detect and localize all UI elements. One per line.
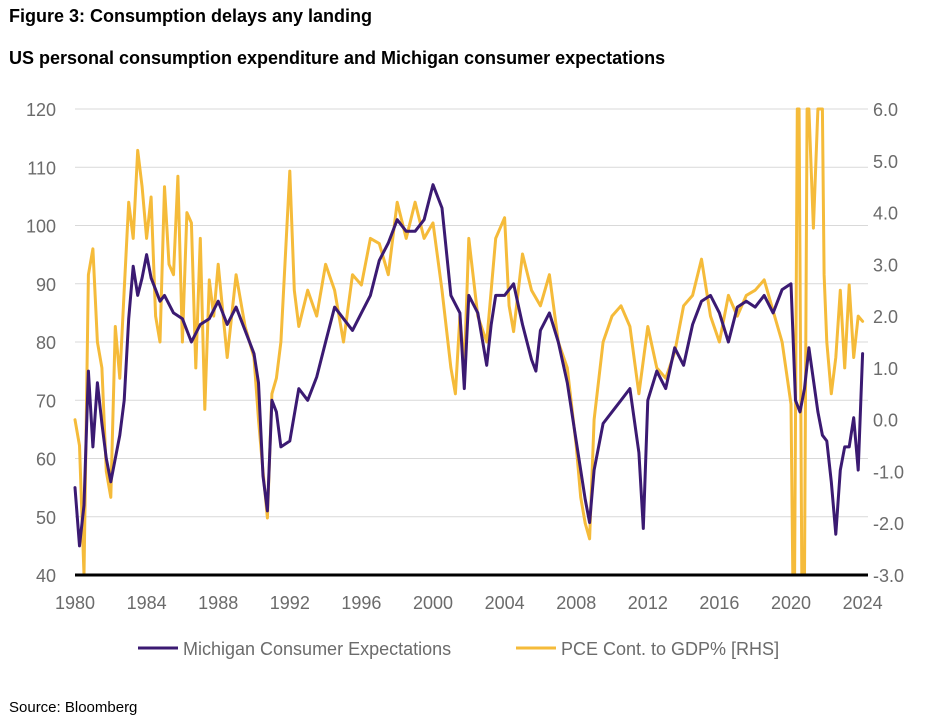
series-line-michigan — [73, 183, 865, 548]
left-axis-tick-label: 100 — [26, 217, 56, 237]
right-axis-tick-label: 4.0 — [873, 204, 898, 224]
right-axis-tick-label: -3.0 — [873, 566, 904, 586]
source-note: Source: Bloomberg — [9, 699, 138, 716]
x-axis-tick-label: 2024 — [843, 593, 883, 613]
x-axis-tick-label: 1980 — [55, 593, 95, 613]
left-axis-tick-label: 40 — [36, 566, 56, 586]
right-axis-tick-label: -1.0 — [873, 462, 904, 482]
left-axis-tick-label: 70 — [36, 391, 56, 411]
x-axis-tick-label: 2004 — [485, 593, 525, 613]
series-lines — [73, 107, 865, 577]
right-axis-tick-label: -2.0 — [873, 514, 904, 534]
x-axis-tick-label: 2016 — [699, 593, 739, 613]
left-axis-tick-label: 60 — [36, 450, 56, 470]
x-axis-tick-label: 1984 — [127, 593, 167, 613]
series-line-pce — [73, 107, 865, 577]
right-axis-tick-label: 6.0 — [873, 100, 898, 120]
gridlines — [75, 108, 868, 518]
right-axis-tick-labels: -3.0 -2.0 -1.0 0.0 1.0 2.0 3.0 4.0 5.0 6.0 — [873, 100, 904, 586]
x-axis-tick-label: 2020 — [771, 593, 811, 613]
x-axis-tick-labels: 1980 1984 1988 1992 1996 2000 2004 2008 2012 2016… — [55, 593, 883, 613]
figure-title: Figure 3: Consumption delays any landing — [9, 6, 373, 26]
figure-subtitle: US personal consumption expenditure and … — [9, 48, 666, 68]
left-axis-tick-label: 120 — [26, 100, 56, 120]
left-axis-tick-label: 110 — [27, 158, 56, 178]
left-axis-tick-labels: 40 50 60 70 80 90 100 110 120 — [26, 100, 56, 586]
x-axis-tick-label: 1992 — [270, 593, 310, 613]
legend-label-pce: PCE Cont. to GDP% [RHS] — [561, 639, 779, 659]
x-axis-tick-label: 2000 — [413, 593, 453, 613]
legend-label-michigan: Michigan Consumer Expectations — [183, 639, 451, 659]
x-axis-tick-label: 2008 — [556, 593, 596, 613]
x-axis-tick-label: 1988 — [198, 593, 238, 613]
left-axis-tick-label: 50 — [36, 508, 56, 528]
right-axis-tick-label: 3.0 — [873, 255, 898, 275]
right-axis-tick-label: 5.0 — [873, 152, 898, 172]
legend: Michigan Consumer Expectations PCE Cont.… — [138, 639, 779, 659]
x-axis-tick-label: 1996 — [341, 593, 381, 613]
right-axis-tick-label: 1.0 — [873, 359, 898, 379]
right-axis-tick-label: 0.0 — [873, 411, 898, 431]
x-axis-tick-label: 2012 — [628, 593, 668, 613]
left-axis-tick-label: 90 — [36, 275, 56, 295]
right-axis-tick-label: 2.0 — [873, 307, 898, 327]
left-axis-tick-label: 80 — [36, 333, 56, 353]
